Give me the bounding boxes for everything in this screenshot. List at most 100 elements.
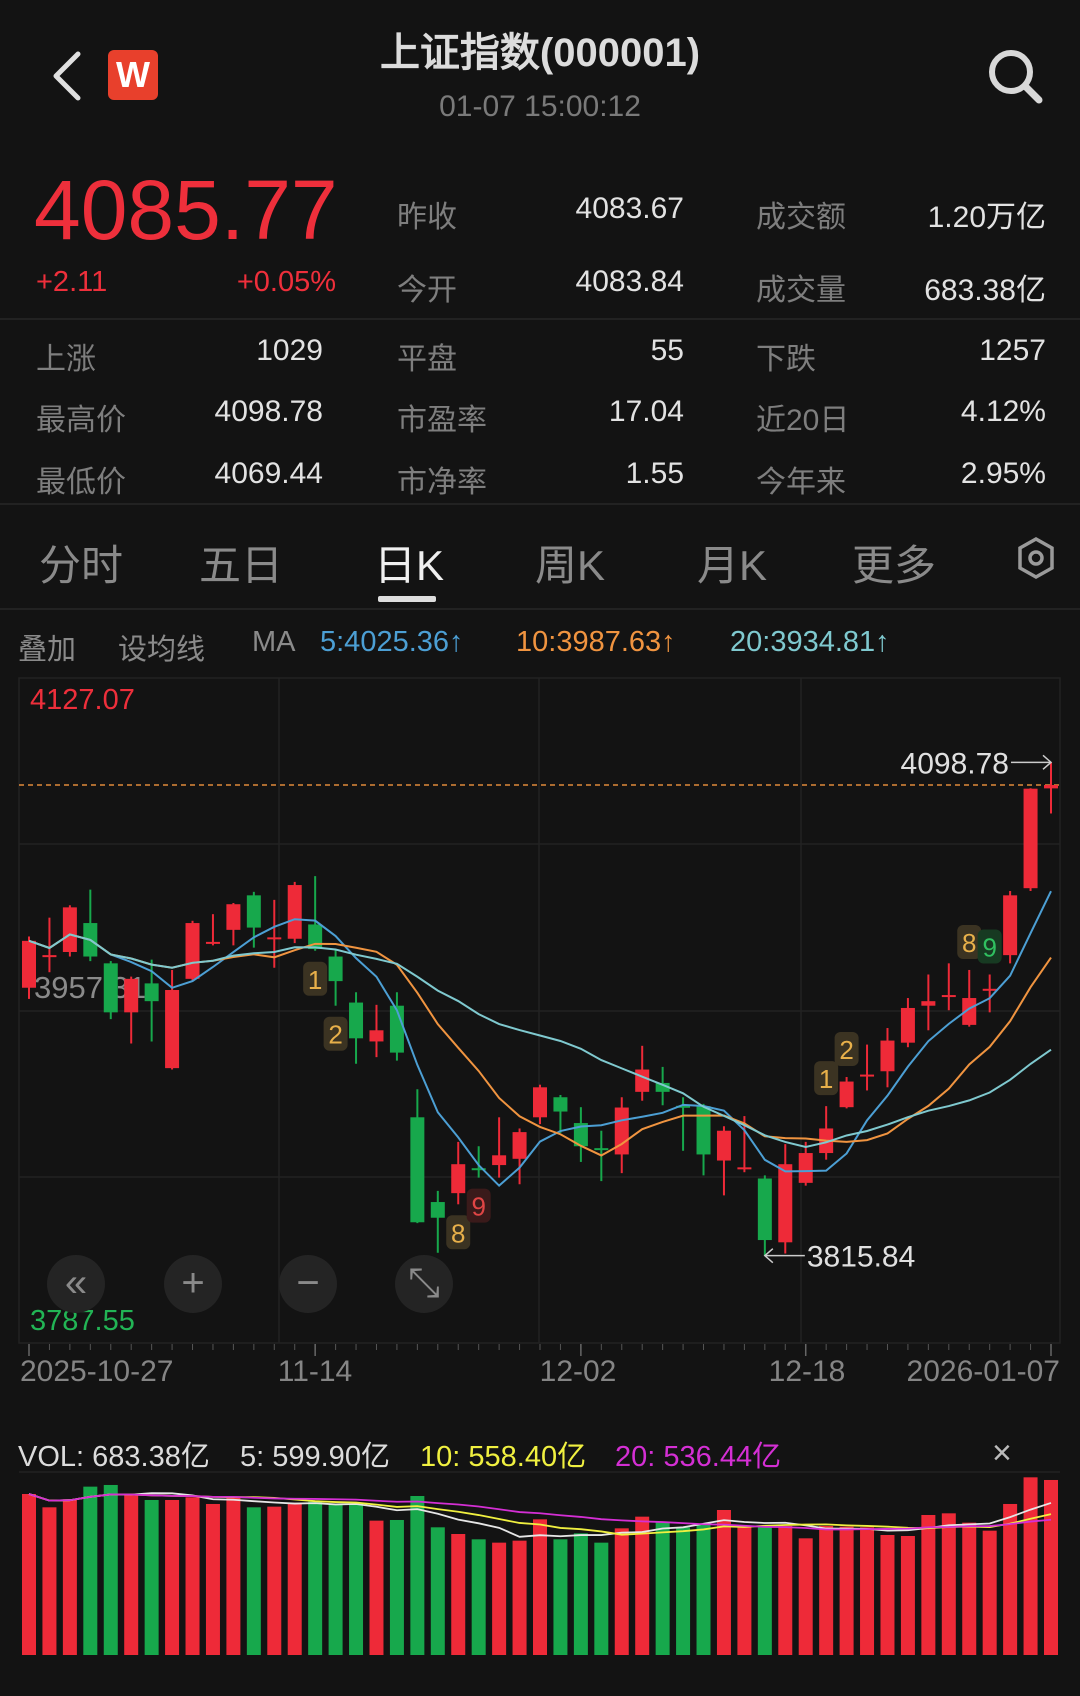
set-ma-button[interactable]: 设均线 xyxy=(118,634,206,666)
stat-value: 55 xyxy=(650,334,684,367)
stat-value: 4083.84 xyxy=(575,265,684,298)
x-axis-label: 11-14 xyxy=(277,1355,353,1388)
volume-bar xyxy=(451,1533,466,1655)
volume-bar xyxy=(471,1539,486,1655)
candle-body xyxy=(1003,895,1018,956)
td-marker-badge xyxy=(466,1188,491,1223)
td-marker-label: 8 xyxy=(451,1218,465,1248)
candle-body xyxy=(185,923,200,979)
candle-body xyxy=(921,1001,936,1006)
stat-label: 市净率 xyxy=(397,466,487,499)
candle-body xyxy=(267,937,282,940)
candle-body xyxy=(900,1007,915,1043)
candle-body xyxy=(144,983,159,1002)
candle-body xyxy=(369,1030,384,1042)
x-axis-label: 2025-10-27 xyxy=(20,1355,174,1388)
volume-bar xyxy=(226,1497,241,1655)
volume-bar xyxy=(144,1499,159,1655)
candle-body xyxy=(1044,785,1058,789)
divider xyxy=(0,503,1080,505)
candle-body xyxy=(1023,788,1038,889)
candle-body xyxy=(103,963,118,1013)
chevron-left-icon xyxy=(53,51,81,101)
volume-bar xyxy=(205,1503,220,1655)
candle-body xyxy=(573,1123,588,1147)
candle-body xyxy=(676,1105,691,1108)
candle-body xyxy=(860,1074,875,1077)
volume-bar xyxy=(124,1494,139,1655)
candle-body xyxy=(492,1155,507,1166)
candle-body xyxy=(62,907,77,953)
candle-body xyxy=(226,904,241,930)
candle-body xyxy=(246,895,261,928)
volume-bar xyxy=(900,1535,915,1655)
stat-label: 最高价 xyxy=(36,404,126,437)
td-marker-label: 2 xyxy=(839,1035,853,1065)
volume-value: VOL: 683.38亿 xyxy=(18,1441,210,1473)
tab-0[interactable]: 分时 xyxy=(38,542,124,589)
volume-bar xyxy=(246,1507,261,1655)
y-max-label: 4127.07 xyxy=(30,684,135,716)
settings-hexagon-icon xyxy=(1018,536,1054,580)
ma-label: MA xyxy=(252,626,296,658)
volume-bar xyxy=(349,1504,364,1655)
volume-bar xyxy=(716,1509,731,1655)
chart-settings-button[interactable] xyxy=(1016,536,1056,585)
stat-value: 1.55 xyxy=(625,457,684,490)
search-button[interactable] xyxy=(985,46,1045,106)
volume-bar xyxy=(267,1506,282,1655)
close-volume-icon[interactable]: × xyxy=(992,1434,1012,1472)
td-marker-badge xyxy=(834,1032,859,1067)
volume-bar xyxy=(982,1530,997,1655)
stat-label: 近20日 xyxy=(756,404,850,437)
tab-3[interactable]: 周K xyxy=(534,542,606,589)
volume-bar xyxy=(941,1513,956,1655)
divider xyxy=(0,318,1080,320)
volume-bar xyxy=(389,1519,404,1655)
scroll-left-button[interactable]: « xyxy=(47,1255,105,1313)
stat-value: 1257 xyxy=(979,334,1046,367)
volume-bar xyxy=(553,1539,568,1655)
stat-value: 683.38亿 xyxy=(924,274,1046,307)
zoom-out-button[interactable]: − xyxy=(279,1255,337,1313)
volume-bar xyxy=(839,1526,854,1655)
stat-label: 昨收 xyxy=(397,201,457,234)
volume-bar xyxy=(737,1525,752,1655)
volume-bar xyxy=(594,1542,609,1655)
stat-label: 上涨 xyxy=(36,343,96,376)
fullscreen-button[interactable]: ⤡ xyxy=(395,1255,453,1313)
tab-4[interactable]: 月K xyxy=(696,542,768,589)
overlay-button[interactable]: 叠加 xyxy=(18,634,77,666)
volume-bar xyxy=(1023,1477,1038,1655)
td-marker-label: 1 xyxy=(308,965,322,995)
candle-body xyxy=(124,978,139,1013)
volume-bar xyxy=(512,1540,527,1655)
td-marker-label: 8 xyxy=(962,928,976,958)
volume-bar xyxy=(819,1525,834,1655)
candle-body xyxy=(798,1153,813,1183)
volume-bar xyxy=(573,1533,588,1655)
tab-5[interactable]: 更多 xyxy=(851,542,937,589)
volume-bar xyxy=(369,1520,384,1655)
volume-bar xyxy=(533,1519,547,1655)
quote-time: 01-07 15:00:12 xyxy=(439,90,641,123)
ma5-value: 5:4025.36↑ xyxy=(320,626,464,658)
volume-bar xyxy=(757,1526,772,1655)
high-price-label: 4098.78 xyxy=(901,747,1009,780)
volume-bar xyxy=(696,1524,711,1655)
back-button[interactable] xyxy=(48,46,88,106)
td-marker-badge xyxy=(323,1016,348,1051)
zoom-in-button[interactable]: + xyxy=(164,1255,222,1313)
candle-body xyxy=(410,1117,425,1223)
candle-body xyxy=(533,1087,547,1118)
ma10-value: 10:3987.63↑ xyxy=(516,626,676,658)
volume-ma20: 20: 536.44亿 xyxy=(615,1441,782,1473)
ma20-value: 20:3934.81↑ xyxy=(730,626,890,658)
tab-2[interactable]: 日K xyxy=(373,542,445,589)
candle-body xyxy=(635,1069,650,1092)
tab-1[interactable]: 五日 xyxy=(198,542,284,589)
stat-value: 17.04 xyxy=(608,395,684,428)
stat-label: 下跌 xyxy=(756,343,816,376)
volume-bar xyxy=(103,1484,118,1655)
